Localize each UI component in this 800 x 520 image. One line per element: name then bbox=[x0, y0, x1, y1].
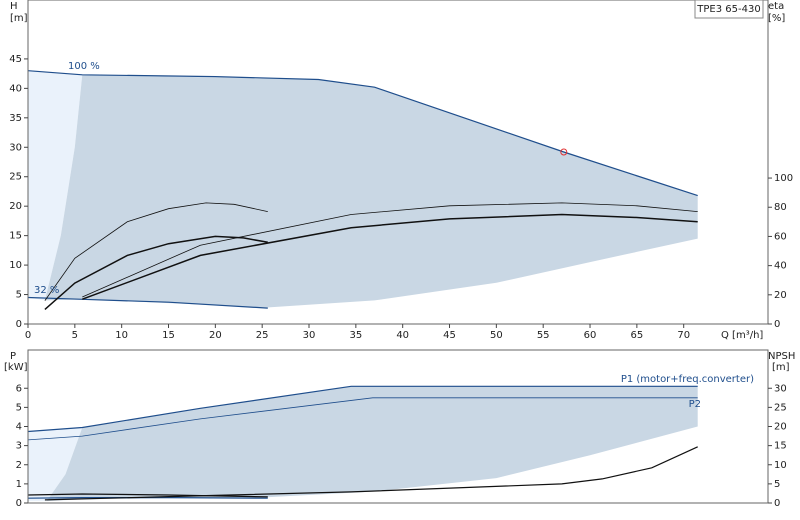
y-axis-label: H bbox=[10, 1, 18, 12]
y-tick-label: 1 bbox=[16, 479, 22, 490]
y-tick-label: 40 bbox=[9, 83, 22, 94]
y-tick-label: 0 bbox=[16, 319, 22, 330]
curve bbox=[27, 493, 268, 498]
x-tick-label: 20 bbox=[209, 330, 222, 341]
curve bbox=[27, 385, 698, 433]
x-tick-label: 70 bbox=[677, 330, 690, 341]
y2-tick-label: 100 bbox=[774, 173, 793, 184]
x-tick-label: 35 bbox=[349, 330, 362, 341]
operating-range bbox=[46, 386, 698, 502]
x-tick-label: 65 bbox=[630, 330, 643, 341]
operating-range bbox=[44, 74, 698, 308]
x-tick-label: 15 bbox=[162, 330, 175, 341]
y-tick-label: 3 bbox=[16, 441, 22, 452]
y-tick-label: 2 bbox=[16, 460, 22, 471]
y-tick-label: 25 bbox=[9, 172, 22, 183]
y-tick-label: 10 bbox=[9, 260, 22, 271]
y-tick-label: 5 bbox=[16, 290, 22, 301]
y-tick-label: 15 bbox=[9, 231, 22, 242]
y-tick-label: 6 bbox=[16, 383, 22, 394]
y-tick-label: 45 bbox=[9, 54, 22, 65]
y-axis-label: P bbox=[10, 351, 16, 362]
y-axis-unit: [m] bbox=[10, 13, 28, 24]
curve bbox=[82, 202, 698, 298]
y-tick-label: 0 bbox=[16, 498, 22, 509]
y2-tick-label: 25 bbox=[774, 402, 787, 413]
curve-label: P1 (motor+freq.converter) bbox=[621, 374, 754, 385]
y2-tick-label: 0 bbox=[774, 498, 780, 509]
y-tick-label: 5 bbox=[16, 402, 22, 413]
y2-tick-label: 0 bbox=[774, 319, 780, 330]
y2-axis-unit: [m] bbox=[772, 362, 790, 373]
x-tick-label: 60 bbox=[584, 330, 597, 341]
chart-title: TPE3 65-430 bbox=[696, 4, 760, 15]
curve-label: P2 bbox=[689, 399, 701, 410]
x-tick-label: 50 bbox=[490, 330, 503, 341]
y-tick-label: 20 bbox=[9, 201, 22, 212]
y-tick-label: 35 bbox=[9, 113, 22, 124]
y-tick-label: 30 bbox=[9, 142, 22, 153]
curve bbox=[82, 213, 698, 300]
curve bbox=[44, 235, 268, 310]
title-box bbox=[694, 0, 764, 19]
curve bbox=[27, 70, 698, 197]
x-tick-label: 0 bbox=[25, 330, 31, 341]
y2-tick-label: 5 bbox=[774, 479, 780, 490]
x-tick-label: 45 bbox=[443, 330, 456, 341]
curve-label: 32 % bbox=[34, 285, 59, 296]
operating-range bbox=[28, 70, 83, 301]
x-tick-label: 55 bbox=[537, 330, 550, 341]
y2-tick-label: 15 bbox=[774, 441, 787, 452]
y2-tick-label: 60 bbox=[774, 231, 787, 242]
x-tick-label: 25 bbox=[256, 330, 269, 341]
y2-tick-label: 10 bbox=[774, 460, 787, 471]
y2-tick-label: 20 bbox=[774, 422, 787, 433]
y2-tick-label: 40 bbox=[774, 261, 787, 272]
operating-point bbox=[560, 148, 568, 156]
curve bbox=[27, 296, 268, 309]
curve-label: 100 % bbox=[68, 61, 100, 72]
x-tick-label: 5 bbox=[72, 330, 78, 341]
y-tick-label: 4 bbox=[16, 422, 22, 433]
operating-range bbox=[28, 427, 83, 502]
curve bbox=[27, 397, 698, 441]
x-tick-label: 40 bbox=[396, 330, 409, 341]
plot-frame bbox=[27, 0, 769, 325]
x-tick-label: 10 bbox=[115, 330, 128, 341]
y2-tick-label: 30 bbox=[774, 383, 787, 394]
y2-tick-label: 80 bbox=[774, 202, 787, 213]
y2-axis-label: NPSH bbox=[768, 351, 795, 362]
y2-axis-label: eta bbox=[768, 1, 784, 12]
y-axis-unit: [kW] bbox=[4, 362, 28, 373]
y2-axis-unit: [%] bbox=[768, 13, 785, 24]
x-tick-label: 30 bbox=[303, 330, 316, 341]
y2-tick-label: 20 bbox=[774, 290, 787, 301]
curve bbox=[44, 446, 698, 501]
x-axis-label: Q [m³/h] bbox=[721, 330, 763, 341]
curve bbox=[44, 202, 268, 301]
